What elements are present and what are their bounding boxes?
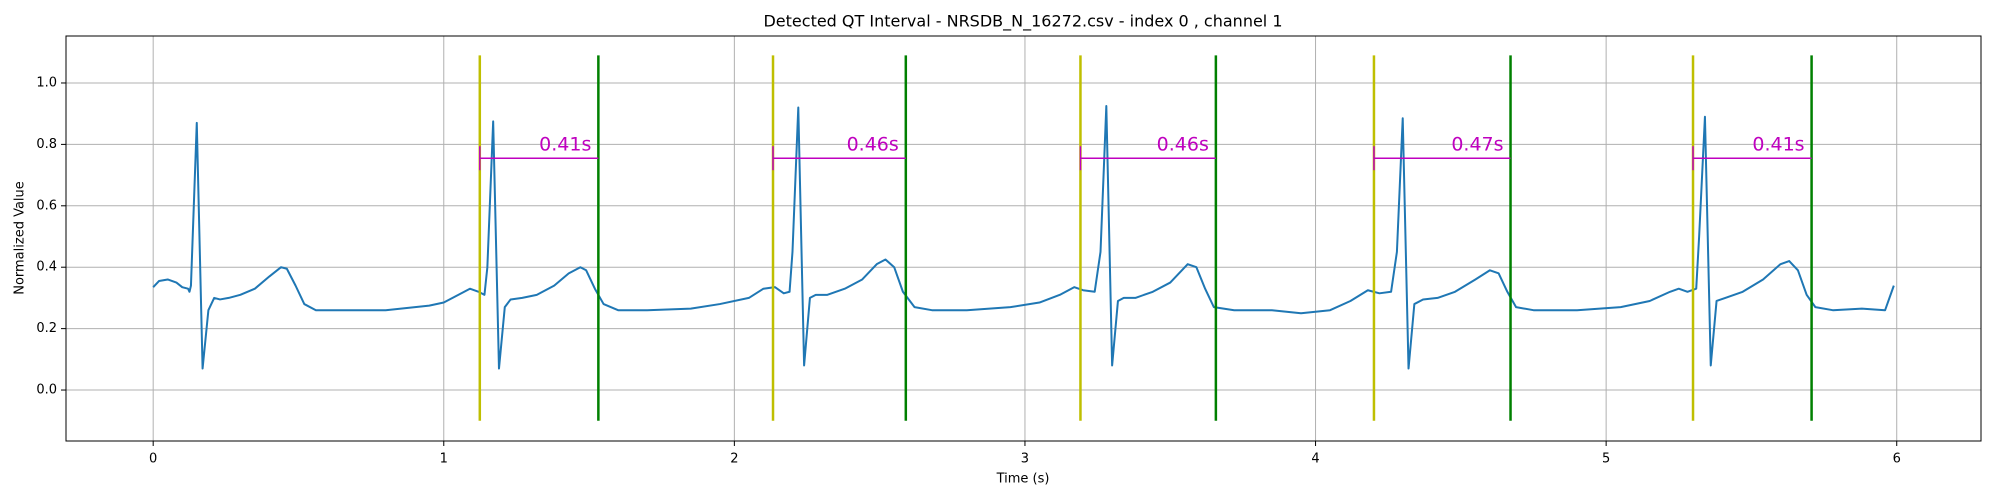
- x-tick-label: 5: [1602, 452, 1610, 467]
- y-tick-label: 0.2: [36, 321, 57, 336]
- x-tick-label: 4: [1311, 452, 1319, 467]
- y-tick-label: 0.0: [36, 383, 57, 398]
- chart-title: Detected QT Interval - NRSDB_N_16272.csv…: [763, 12, 1282, 32]
- qt-label: 0.41s: [539, 134, 591, 156]
- y-tick-label: 0.4: [36, 260, 57, 275]
- x-tick-label: 1: [440, 452, 448, 467]
- y-tick-label: 0.6: [36, 198, 57, 213]
- plot-frame: [65, 35, 1982, 442]
- qt-label: 0.46s: [1157, 134, 1209, 156]
- y-tick-label: 1.0: [36, 75, 57, 90]
- y-tick-label: 0.8: [36, 137, 57, 152]
- qt-label: 0.47s: [1451, 134, 1503, 156]
- qt-label: 0.46s: [847, 134, 899, 156]
- ecg-line: [152, 105, 1895, 370]
- x-tick-label: 0: [149, 452, 157, 467]
- y-axis-label: Normalized Value: [13, 181, 28, 295]
- x-tick-label: 3: [1021, 452, 1029, 467]
- x-tick-label: 6: [1893, 452, 1901, 467]
- x-tick-label: 2: [730, 452, 738, 467]
- qt-label: 0.41s: [1752, 134, 1804, 156]
- x-axis-label: Time (s): [996, 472, 1050, 487]
